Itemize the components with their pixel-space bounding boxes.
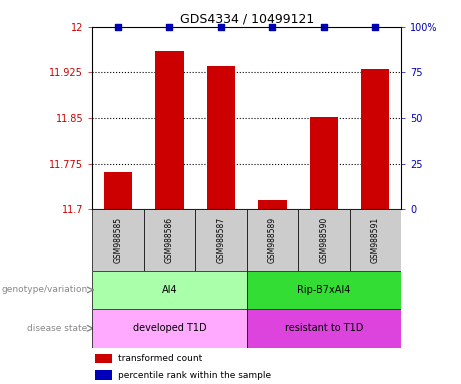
Bar xyxy=(104,172,132,209)
Bar xyxy=(144,209,195,271)
Bar xyxy=(298,209,349,271)
Text: developed T1D: developed T1D xyxy=(133,323,206,333)
Bar xyxy=(247,209,298,271)
Bar xyxy=(310,117,338,209)
Text: GSM988589: GSM988589 xyxy=(268,217,277,263)
Point xyxy=(217,24,225,30)
Text: GSM988586: GSM988586 xyxy=(165,217,174,263)
Bar xyxy=(92,309,247,348)
Bar xyxy=(95,370,112,380)
Point xyxy=(269,24,276,30)
Bar xyxy=(207,66,235,209)
Text: GSM988587: GSM988587 xyxy=(216,217,225,263)
Bar xyxy=(155,51,183,209)
Bar xyxy=(258,200,287,209)
Bar xyxy=(361,70,390,209)
Bar xyxy=(92,209,144,271)
Point xyxy=(166,24,173,30)
Text: percentile rank within the sample: percentile rank within the sample xyxy=(118,371,272,379)
Point xyxy=(372,24,379,30)
Bar xyxy=(95,354,112,363)
Bar xyxy=(92,271,247,309)
Text: transformed count: transformed count xyxy=(118,354,203,363)
Text: resistant to T1D: resistant to T1D xyxy=(284,323,363,333)
Bar xyxy=(349,209,401,271)
Bar xyxy=(247,271,401,309)
Text: Rip-B7xAI4: Rip-B7xAI4 xyxy=(297,285,350,295)
Text: AI4: AI4 xyxy=(162,285,177,295)
Bar xyxy=(195,209,247,271)
Point xyxy=(320,24,327,30)
Text: GSM988591: GSM988591 xyxy=(371,217,380,263)
Text: disease state: disease state xyxy=(27,324,88,333)
Bar xyxy=(247,309,401,348)
Text: GSM988585: GSM988585 xyxy=(113,217,123,263)
Point xyxy=(114,24,122,30)
Title: GDS4334 / 10499121: GDS4334 / 10499121 xyxy=(179,13,314,26)
Text: genotype/variation: genotype/variation xyxy=(1,285,88,295)
Text: GSM988590: GSM988590 xyxy=(319,217,328,263)
